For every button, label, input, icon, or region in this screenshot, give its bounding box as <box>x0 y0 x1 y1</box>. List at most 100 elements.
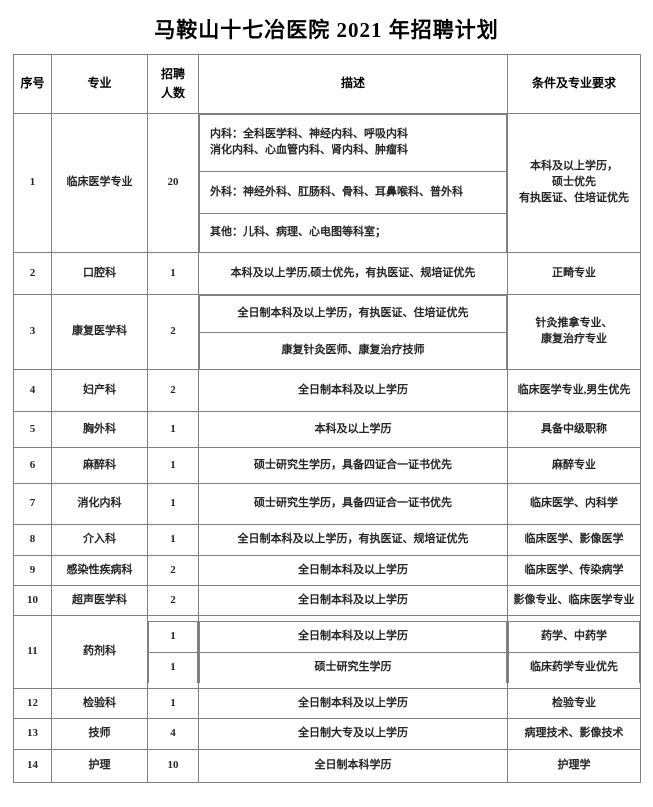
description-subcell: 全日制本科及以上学历 <box>199 621 507 653</box>
cell-requirement-11: 药学、中药学 临床药学专业优先 <box>507 615 641 689</box>
table-row: 8 介入科 1 全日制本科及以上学历，有执医证、规培证优先 临床医学、影像医学 <box>13 524 641 556</box>
cell-description-13: 全日制大专及以上学历 <box>198 718 508 750</box>
recruitment-table-container: 序号 专业 招聘 人数 描述 条件及专业要求 1 临床医学专业 20 <box>13 54 641 783</box>
cell-count-10: 2 <box>147 585 199 616</box>
table-row: 1 临床医学专业 20 内科：全科医学科、神经内科、呼吸内科 消化内科、心血管内… <box>13 113 641 253</box>
description-subrow: 外科：神经外科、肛肠科、骨科、耳鼻喉科、普外科 <box>199 171 507 214</box>
cell-no-1: 1 <box>13 113 52 253</box>
description-subcell: 外科：神经外科、肛肠科、骨科、耳鼻喉科、普外科 <box>199 171 507 214</box>
requirement-line: 康复治疗专业 <box>541 333 607 345</box>
cell-count-2: 1 <box>147 252 199 295</box>
requirement-subcell: 药学、中药学 <box>508 621 640 653</box>
cell-description-7: 硕士研究生学历，具备四证合一证书优先 <box>198 483 508 525</box>
table-row: 2 口腔科 1 本科及以上学历,硕士优先，有执医证、规培证优先 正畸专业 <box>13 252 641 295</box>
table-row: 5 胸外科 1 本科及以上学历 具备中级职称 <box>13 411 641 448</box>
cell-description-10: 全日制本科及以上学历 <box>198 585 508 616</box>
cell-count-4: 2 <box>147 369 199 412</box>
description-subrow: 康复针灸医师、康复治疗技师 <box>199 332 507 369</box>
cell-requirement-7: 临床医学、内科学 <box>507 483 641 525</box>
cell-count-11: 1 1 <box>147 615 199 689</box>
cell-major-11: 药剂科 <box>51 615 148 689</box>
description-subcell: 内科：全科医学科、神经内科、呼吸内科 消化内科、心血管内科、肾内科、肿瘤科 <box>199 114 507 172</box>
description-line-text: 外科：神经外科、肛肠科、骨科、耳鼻喉科、普外科 <box>210 185 463 198</box>
requirement-line: 针灸推拿专业、 <box>535 317 613 330</box>
cell-description-8: 全日制本科及以上学历，有执医证、规培证优先 <box>198 524 508 556</box>
cell-no-4: 4 <box>13 369 52 412</box>
requirement-subrow: 临床药学专业优先 <box>508 652 640 683</box>
table-row: 9 感染性疾病科 2 全日制本科及以上学历 临床医学、传染病学 <box>13 555 641 586</box>
cell-description-11: 全日制本科及以上学历 硕士研究生学历 <box>198 615 508 689</box>
description-subtable-1: 内科：全科医学科、神经内科、呼吸内科 消化内科、心血管内科、肾内科、肿瘤科 外科… <box>199 114 507 252</box>
description-line-text: 内科：全科医学科、神经内科、呼吸内科 <box>210 128 408 141</box>
description-subrow: 内科：全科医学科、神经内科、呼吸内科 消化内科、心血管内科、肾内科、肿瘤科 <box>199 114 507 172</box>
cell-major-2: 口腔科 <box>51 252 148 295</box>
cell-no-3: 3 <box>13 294 52 370</box>
cell-count-5: 1 <box>147 411 199 448</box>
column-header-no: 序号 <box>13 54 52 114</box>
column-header-major: 专业 <box>51 54 148 114</box>
description-subcell: 硕士研究生学历 <box>199 652 507 683</box>
description-subrow: 其他：儿科、病理、心电图等科室； <box>199 213 507 252</box>
description-line-text: 其他：儿科、病理、心电图等科室； <box>210 226 386 239</box>
count-subcell: 1 <box>148 621 198 653</box>
table-body: 1 临床医学专业 20 内科：全科医学科、神经内科、呼吸内科 消化内科、心血管内… <box>13 113 641 783</box>
description-subcell: 其他：儿科、病理、心电图等科室； <box>199 213 507 252</box>
column-header-description: 描述 <box>198 54 508 114</box>
table-header-row: 序号 专业 招聘 人数 描述 条件及专业要求 <box>13 54 641 114</box>
count-subtable-11: 1 1 <box>148 621 198 683</box>
table-row: 13 技师 4 全日制大专及以上学历 病理技术、影像技术 <box>13 718 641 750</box>
cell-major-1: 临床医学专业 <box>51 113 148 253</box>
cell-no-10: 10 <box>13 585 52 616</box>
cell-count-12: 1 <box>147 688 199 719</box>
count-subcell: 1 <box>148 652 198 683</box>
table-row: 10 超声医学科 2 全日制本科及以上学历 影像专业、临床医学专业 <box>13 585 641 616</box>
description-subrow: 硕士研究生学历 <box>199 652 507 683</box>
cell-major-3: 康复医学科 <box>51 294 148 370</box>
cell-major-12: 检验科 <box>51 688 148 719</box>
cell-requirement-5: 具备中级职称 <box>507 411 641 448</box>
description-subcell: 康复针灸医师、康复治疗技师 <box>199 332 507 369</box>
column-header-requirement: 条件及专业要求 <box>507 54 641 114</box>
column-header-count: 招聘 人数 <box>147 54 199 114</box>
cell-major-13: 技师 <box>51 718 148 750</box>
table-row: 7 消化内科 1 硕士研究生学历，具备四证合一证书优先 临床医学、内科学 <box>13 483 641 525</box>
cell-no-13: 13 <box>13 718 52 750</box>
page-title: 马鞍山十七冶医院 2021 年招聘计划 <box>154 18 499 42</box>
cell-major-10: 超声医学科 <box>51 585 148 616</box>
cell-no-5: 5 <box>13 411 52 448</box>
table-row: 4 妇产科 2 全日制本科及以上学历 临床医学专业,男生优先 <box>13 369 641 412</box>
cell-requirement-1: 本科及以上学历， 硕士优先 有执医证、住培证优先 <box>507 113 641 253</box>
cell-requirement-13: 病理技术、影像技术 <box>507 718 641 750</box>
description-line: 内科：全科医学科、神经内科、呼吸内科 消化内科、心血管内科、肾内科、肿瘤科 <box>200 122 506 164</box>
description-subtable-11: 全日制本科及以上学历 硕士研究生学历 <box>199 621 507 683</box>
table-row: 14 护理 10 全日制本科学历 护理学 <box>13 749 641 783</box>
cell-description-6: 硕士研究生学历，具备四证合一证书优先 <box>198 447 508 484</box>
cell-no-8: 8 <box>13 524 52 556</box>
cell-requirement-2: 正畸专业 <box>507 252 641 295</box>
table-row: 11 药剂科 1 1 <box>13 615 641 689</box>
cell-major-7: 消化内科 <box>51 483 148 525</box>
column-header-count-line2: 人数 <box>160 86 185 100</box>
count-subrow: 1 <box>148 621 198 653</box>
cell-requirement-6: 麻醉专业 <box>507 447 641 484</box>
cell-description-12: 全日制本科及以上学历 <box>198 688 508 719</box>
requirement-line: 本科及以上学历， <box>530 160 618 173</box>
cell-requirement-12: 检验专业 <box>507 688 641 719</box>
column-header-count-line1: 招聘 <box>160 67 185 82</box>
table-header: 序号 专业 招聘 人数 描述 条件及专业要求 <box>13 54 641 114</box>
cell-count-1: 20 <box>147 113 199 253</box>
cell-requirement-9: 临床医学、传染病学 <box>507 555 641 586</box>
cell-count-7: 1 <box>147 483 199 525</box>
requirement-subrow: 药学、中药学 <box>508 621 640 653</box>
cell-no-7: 7 <box>13 483 52 525</box>
cell-no-6: 6 <box>13 447 52 484</box>
description-subrow: 全日制本科及以上学历 <box>199 621 507 653</box>
cell-no-11: 11 <box>13 615 52 689</box>
cell-no-12: 12 <box>13 688 52 719</box>
table-row: 3 康复医学科 2 全日制本科及以上学历，有执医证、住培证优先 康复针灸医师、康… <box>13 294 641 370</box>
cell-major-5: 胸外科 <box>51 411 148 448</box>
count-subrow: 1 <box>148 652 198 683</box>
description-line-text: 消化内科、心血管内科、肾内科、肿瘤科 <box>210 144 408 156</box>
cell-major-14: 护理 <box>51 749 148 783</box>
